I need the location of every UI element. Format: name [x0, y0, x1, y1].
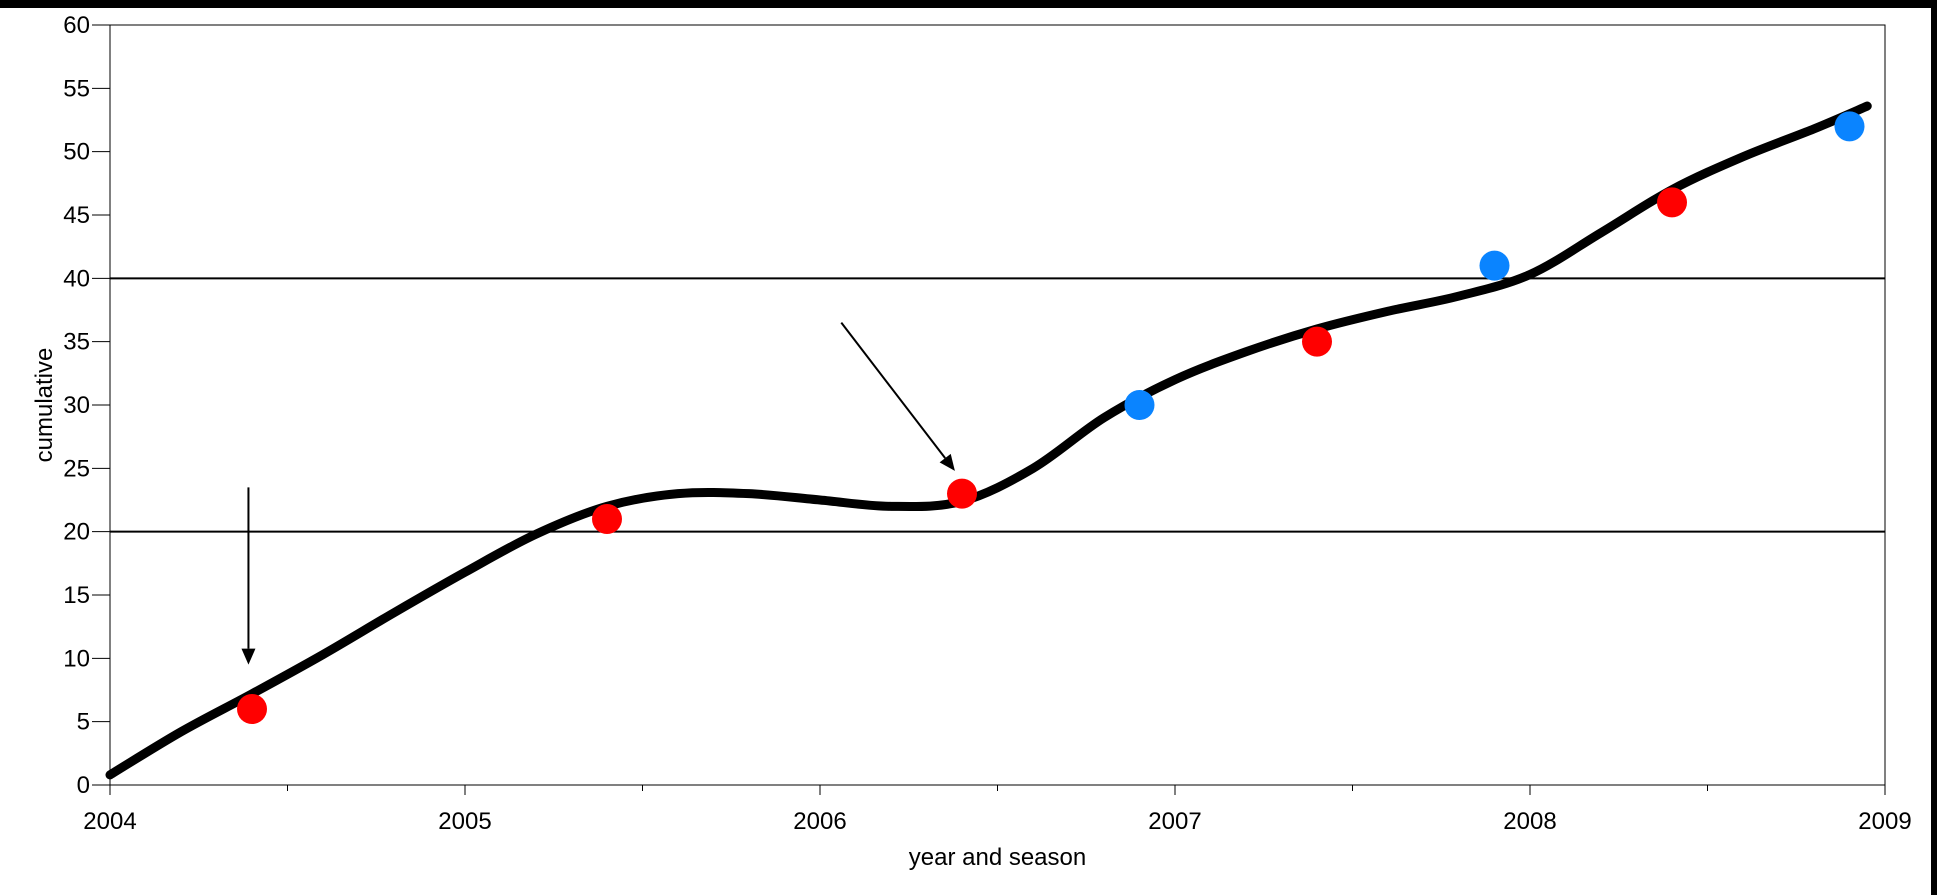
x-tick-label-1: 2005	[438, 808, 491, 835]
data-point-s0-3	[1302, 326, 1332, 357]
y-tick-label-1: 5	[77, 709, 90, 736]
data-points	[237, 111, 1865, 724]
y-tick-label-2: 10	[63, 645, 90, 672]
x-axis-title: year and season	[909, 844, 1086, 871]
y-tick-label-7: 35	[63, 329, 90, 356]
data-point-s1-0	[1124, 390, 1155, 420]
x-tick-label-2: 2006	[793, 808, 846, 835]
plot-frame	[109, 24, 1886, 786]
trend-line-group	[105, 101, 1872, 780]
y-tick-label-12: 60	[63, 12, 90, 39]
frame-top-border	[0, 0, 1937, 8]
x-tick-label-4: 2008	[1503, 808, 1556, 835]
y-tick-label-9: 45	[63, 202, 90, 229]
x-tick-label-5: 2009	[1858, 808, 1911, 835]
data-point-s1-2	[1834, 111, 1865, 142]
reference-lines	[110, 277, 1885, 533]
trend-line	[105, 101, 1872, 780]
annotation-arrow-0	[241, 487, 256, 665]
data-point-s1-1	[1479, 250, 1510, 281]
y-tick-label-4: 20	[63, 519, 90, 546]
frame-right-border	[1931, 0, 1937, 895]
y-tick-label-10: 50	[63, 139, 90, 166]
y-tick-label-11: 55	[63, 75, 90, 102]
y-tick-label-3: 15	[63, 582, 90, 609]
y-tick-label-0: 0	[77, 772, 90, 799]
y-axis: 0 5 10 15 20 25 30 35 40 45 50 55 60	[63, 12, 110, 799]
data-point-s0-1	[592, 504, 622, 534]
data-point-s0-2	[947, 478, 977, 509]
annotation-arrow-1	[840, 322, 955, 471]
x-axis: 2004 2005 2006 2007 2008 2009	[83, 785, 1912, 835]
annotation-arrows	[241, 322, 955, 665]
data-point-s0-0	[237, 694, 267, 724]
data-point-s0-4	[1657, 187, 1687, 218]
x-tick-label-0: 2004	[83, 808, 136, 835]
y-tick-label-8: 40	[63, 265, 90, 292]
y-axis-title: cumulative	[31, 348, 58, 463]
y-tick-label-5: 25	[63, 455, 90, 482]
x-tick-label-3: 2007	[1148, 808, 1201, 835]
y-tick-label-6: 30	[63, 392, 90, 419]
